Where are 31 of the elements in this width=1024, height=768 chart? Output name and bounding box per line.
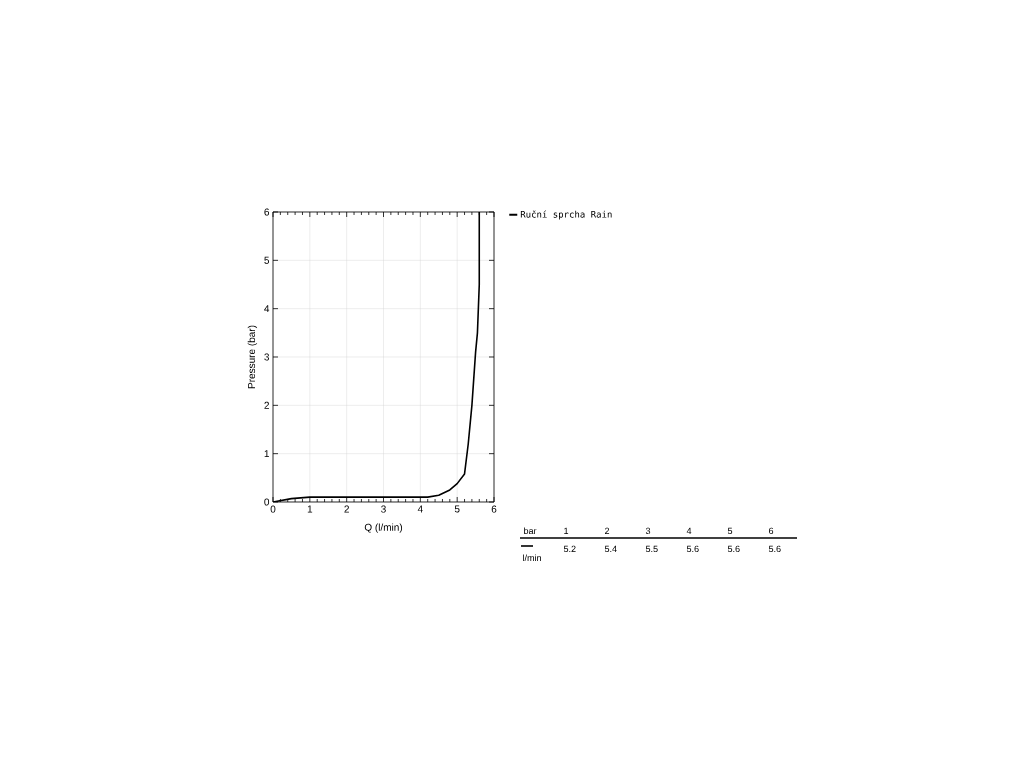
x-axis-title: Q (l/min) xyxy=(364,523,403,533)
y-tick-label: 4 xyxy=(264,305,270,313)
text: l/min xyxy=(523,554,541,562)
x-tick-label: 1 xyxy=(307,505,313,513)
x-tick-label: 5 xyxy=(454,505,460,513)
text: 5.5 xyxy=(645,545,658,553)
text: 6 xyxy=(769,527,774,535)
x-tick-label: 3 xyxy=(381,505,386,513)
text: 5.6 xyxy=(727,545,740,553)
x-tick-label: 0 xyxy=(270,505,276,513)
y-tick-label: 2 xyxy=(264,401,269,409)
text: 3 xyxy=(645,527,651,535)
text: 2 xyxy=(605,527,610,534)
legend-label: Ruční sprcha Rain xyxy=(520,210,612,220)
text: 1 xyxy=(564,527,569,534)
x-tick-label: 6 xyxy=(491,505,497,513)
y-tick-label: 6 xyxy=(264,208,270,216)
y-axis-title: Pressure (bar) xyxy=(247,325,258,389)
x-tick-label: 2 xyxy=(344,505,349,513)
text: 5.6 xyxy=(768,545,781,553)
y-tick-label: 5 xyxy=(264,256,270,264)
text: 5.2 xyxy=(563,545,576,553)
text: 5.4 xyxy=(604,545,617,553)
text: 5.6 xyxy=(686,545,699,553)
y-tick-label: 1 xyxy=(264,450,269,458)
y-tick-label: 0 xyxy=(264,498,270,506)
x-tick-label: 4 xyxy=(417,505,423,513)
text: 4 xyxy=(686,527,692,534)
text: 5 xyxy=(727,527,733,535)
text: bar xyxy=(524,527,537,535)
y-tick-label: 3 xyxy=(264,353,270,361)
